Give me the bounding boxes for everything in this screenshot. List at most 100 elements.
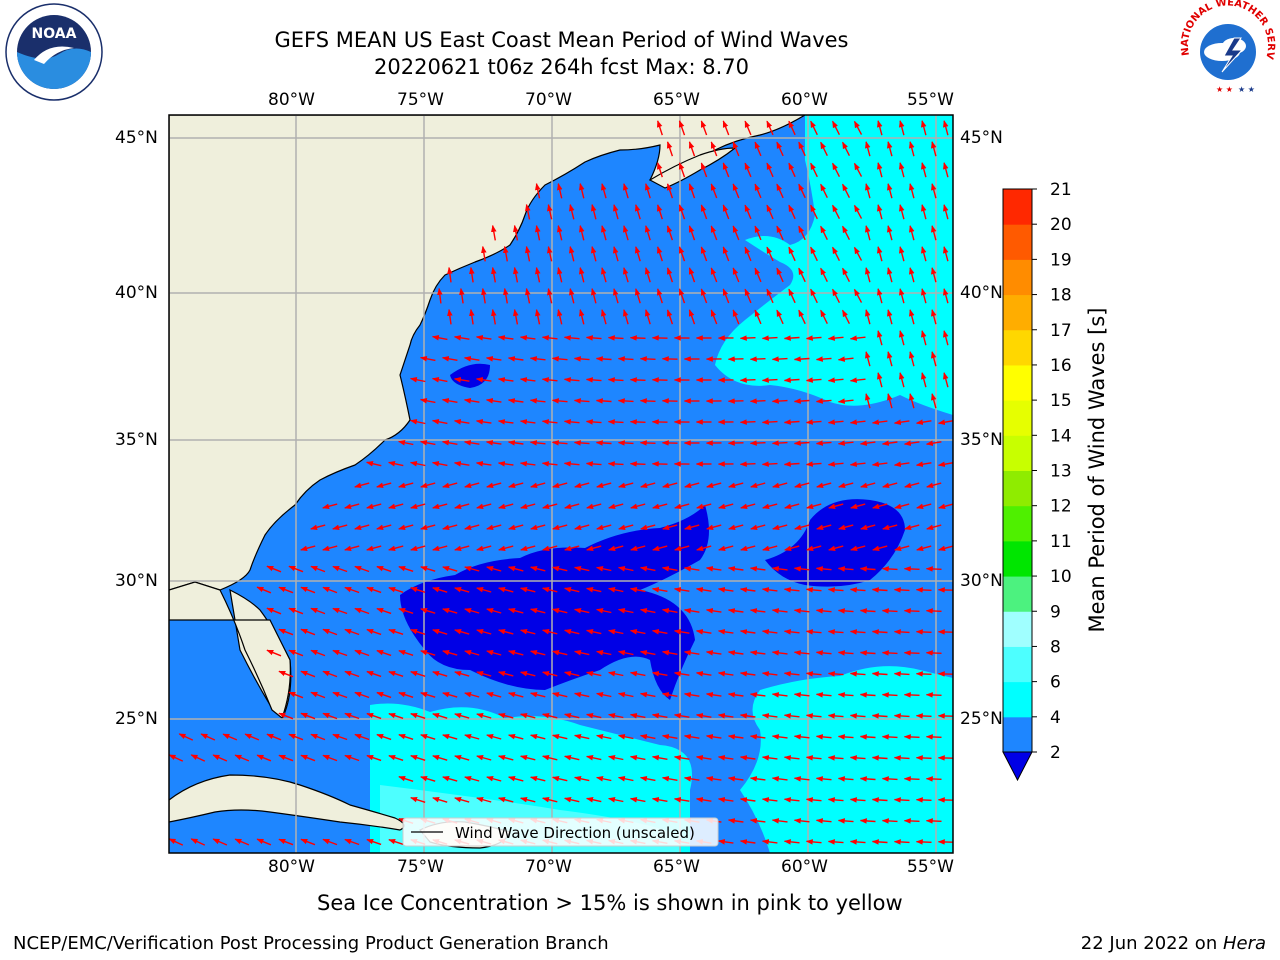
- wind-wave-arrow: [564, 545, 580, 551]
- wind-wave-arrow: [640, 524, 656, 530]
- wind-wave-arrow: [234, 754, 250, 762]
- wind-wave-arrow: [673, 587, 690, 593]
- wind-wave-arrow: [476, 754, 492, 761]
- wind-wave-arrow: [541, 461, 558, 467]
- wind-wave-arrow: [793, 440, 810, 446]
- wind-wave-arrow: [366, 545, 382, 551]
- wind-wave-arrow: [783, 797, 800, 803]
- footer-date: 22 Jun 2022 on: [1080, 933, 1223, 954]
- wind-wave-arrow: [332, 691, 348, 699]
- wind-wave-arrow: [617, 608, 634, 614]
- wind-wave-arrow: [705, 776, 722, 782]
- wind-wave-arrow: [420, 524, 436, 530]
- wind-wave-arrow: [909, 225, 915, 241]
- wind-wave-arrow: [578, 309, 585, 325]
- wind-wave-arrow: [278, 712, 294, 720]
- lat-label-left: 45°N: [115, 128, 158, 148]
- lon-label-bottom: 70°W: [525, 857, 572, 877]
- wind-wave-arrow: [529, 398, 546, 404]
- wind-wave-arrow: [678, 204, 686, 220]
- wind-wave-arrow: [909, 351, 915, 367]
- wind-wave-arrow: [366, 838, 382, 846]
- lat-label-right: 25°N: [960, 709, 1003, 729]
- wind-wave-arrow: [899, 246, 905, 262]
- wind-wave-arrow: [722, 246, 730, 262]
- wind-wave-arrow: [732, 183, 740, 199]
- wind-wave-arrow: [678, 288, 686, 304]
- wind-wave-arrow: [837, 776, 854, 782]
- wind-wave-arrow: [410, 796, 426, 803]
- wind-wave-arrow: [903, 734, 920, 740]
- lat-label-right: 45°N: [960, 128, 1003, 148]
- colorbar-segment: [1003, 294, 1032, 331]
- wind-wave-arrow: [776, 225, 784, 241]
- lat-label-left: 35°N: [115, 430, 158, 450]
- wind-wave-arrow: [859, 608, 876, 614]
- wind-wave-arrow: [244, 733, 260, 741]
- wind-wave-arrow: [827, 671, 844, 677]
- wind-wave-arrow: [820, 225, 828, 241]
- wind-wave-arrow: [871, 797, 888, 803]
- wind-wave-arrow: [652, 503, 668, 509]
- wind-wave-arrow: [431, 419, 448, 425]
- wind-wave-arrow: [766, 120, 774, 136]
- wind-wave-arrow: [420, 482, 436, 488]
- wind-wave-arrow: [915, 629, 932, 635]
- wind-wave-arrow: [310, 649, 326, 657]
- wind-wave-arrow: [937, 461, 953, 467]
- footer-left: NCEP/EMC/Verification Post Processing Pr…: [13, 933, 609, 954]
- wind-wave-arrow: [578, 183, 585, 199]
- wind-wave-arrow: [899, 288, 905, 304]
- wind-wave-arrow: [525, 287, 531, 304]
- wind-wave-arrow: [925, 566, 942, 572]
- wind-wave-arrow: [288, 565, 304, 573]
- wind-wave-arrow: [666, 267, 674, 283]
- wind-wave-arrow: [498, 754, 514, 761]
- wind-wave-arrow: [771, 650, 788, 656]
- wind-wave-arrow: [739, 797, 756, 803]
- wind-wave-arrow: [578, 267, 585, 283]
- wind-wave-arrow: [595, 440, 612, 446]
- wind-wave-arrow: [837, 356, 854, 362]
- wind-wave-arrow: [805, 377, 822, 383]
- wind-wave-arrow: [574, 776, 590, 782]
- wind-wave-arrow: [398, 565, 414, 572]
- wind-wave-arrow: [552, 692, 568, 698]
- wind-wave-arrow: [190, 754, 206, 762]
- wind-wave-arrow: [475, 335, 492, 341]
- wind-wave-arrow: [881, 692, 898, 698]
- wind-wave-direction-arrows: [169, 120, 953, 846]
- wind-wave-arrow: [322, 712, 338, 720]
- wind-wave-arrow: [766, 246, 774, 262]
- wind-wave-arrow: [485, 356, 502, 362]
- wind-wave-arrow: [783, 755, 800, 761]
- wind-wave-arrow: [849, 797, 866, 803]
- wind-wave-arrow: [761, 587, 778, 593]
- wind-wave-arrow: [705, 566, 722, 572]
- wind-wave-arrow: [608, 503, 624, 509]
- wind-wave-arrow: [442, 565, 458, 572]
- wind-wave-arrow: [877, 330, 883, 346]
- wind-wave-arrow: [749, 776, 766, 782]
- wind-wave-arrow: [266, 607, 282, 615]
- wind-wave-arrow: [639, 566, 656, 572]
- wind-wave-arrow: [688, 141, 696, 157]
- wind-wave-arrow: [871, 629, 888, 635]
- wind-wave-arrow: [557, 267, 563, 283]
- wind-wave-arrow: [420, 775, 436, 782]
- wind-wave-arrow: [695, 587, 712, 593]
- wind-wave-arrow: [607, 335, 624, 341]
- wind-wave-arrow: [486, 775, 502, 782]
- wind-wave-arrow: [749, 650, 766, 656]
- wind-wave-arrow: [722, 288, 730, 304]
- wind-wave-arrow: [871, 755, 888, 761]
- wind-wave-arrow: [419, 440, 436, 446]
- wind-wave-arrow: [568, 246, 575, 262]
- wind-wave-arrow: [629, 377, 646, 383]
- wind-wave-arrow: [656, 204, 663, 220]
- lon-label-top: 70°W: [525, 90, 572, 110]
- wind-wave-arrow: [827, 461, 844, 467]
- wind-wave-arrow: [529, 440, 546, 446]
- wind-wave-arrow: [547, 204, 553, 220]
- colorbar-segment: [1003, 716, 1032, 753]
